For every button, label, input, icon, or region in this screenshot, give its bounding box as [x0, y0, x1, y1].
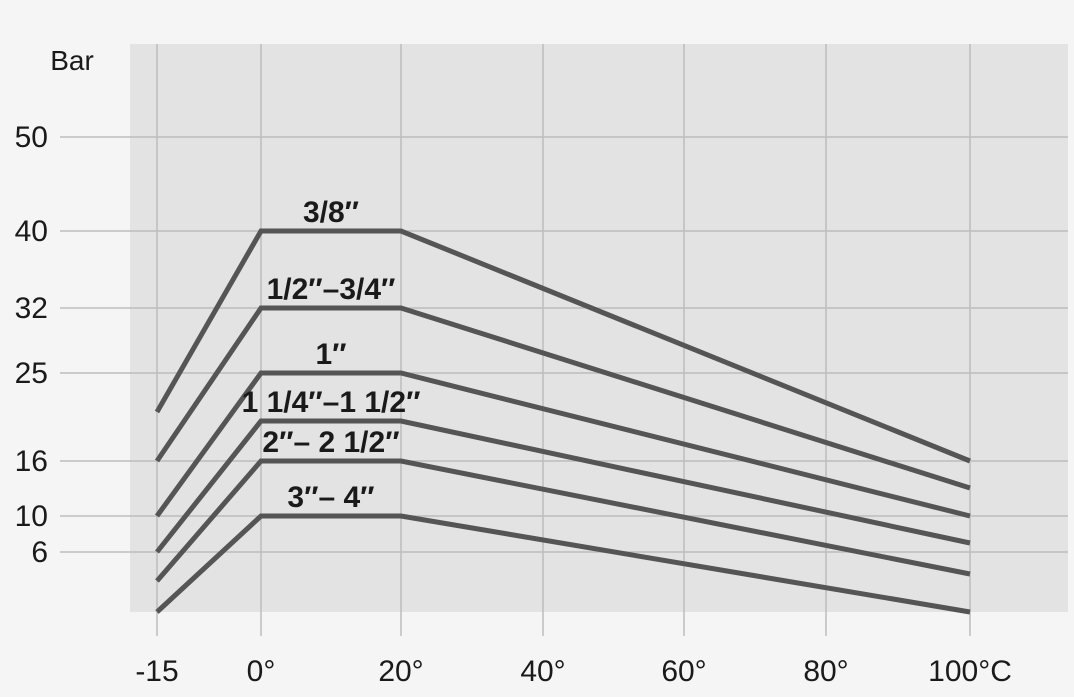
series-line: [155, 458, 971, 583]
y-tick-label: 32: [15, 292, 48, 325]
x-tick-label: 0°: [247, 655, 276, 688]
x-tick-label: 20°: [378, 655, 423, 688]
y-tick-label: 6: [31, 536, 48, 569]
series-label-layer: 3/8″ 1/2″–3/4″ 1″ 1 1/4″–1 1/2″ 2″– 2 1/2″ 3″…: [242, 196, 421, 514]
series-line: [154, 370, 971, 519]
axis-layer: Bar 610 16 25 32 40 50 -15 0° 20° 40° 60° 80° 100°C: [15, 45, 1012, 688]
series-line: [154, 228, 971, 464]
y-tick-label: 16: [15, 445, 48, 478]
series-label: 2″– 2 1/2″: [262, 426, 399, 459]
series-label: 1 1/4″–1 1/2″: [242, 386, 421, 419]
plot-background: [130, 44, 1068, 612]
x-tick-label: 100°C: [928, 655, 1012, 688]
y-tick-label: 10: [15, 500, 48, 533]
series-label: 1″: [315, 338, 346, 371]
x-tick-label: -15: [135, 655, 178, 688]
series-line: [154, 305, 971, 491]
series-label: 3″– 4″: [287, 481, 374, 514]
x-tick-label: 60°: [661, 655, 706, 688]
y-tick-label: 25: [15, 357, 48, 390]
series-label: 1/2″–3/4″: [267, 273, 396, 306]
x-tick-label: 40°: [520, 655, 565, 688]
series-line: [155, 513, 971, 615]
series-label: 3/8″: [303, 196, 359, 229]
series-layer: [154, 228, 971, 615]
series-line: [155, 418, 971, 554]
x-tick-label: 80°: [803, 655, 848, 688]
y-tick-label: 50: [15, 121, 48, 154]
grid-layer: [60, 44, 1068, 636]
y-axis-title: Bar: [50, 45, 94, 76]
y-tick-label: 40: [15, 215, 48, 248]
